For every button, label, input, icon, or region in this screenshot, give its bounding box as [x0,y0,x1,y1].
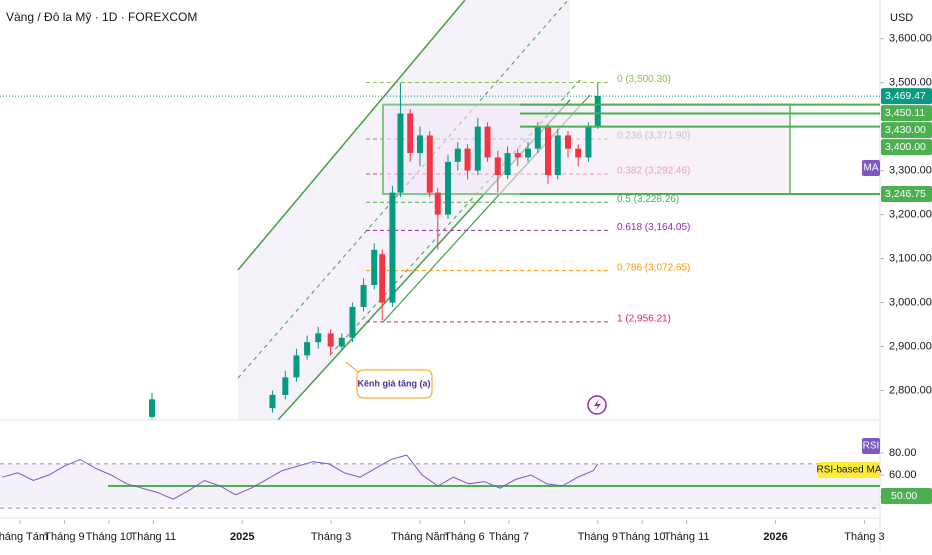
candle-body [545,126,551,176]
candle-body [554,135,561,176]
rsi-pane [0,454,880,509]
x-tick-label: Tháng 10 [619,531,665,543]
channel-mid-line [329,79,581,356]
candle-body [445,161,451,215]
candle-body [585,126,592,158]
x-tick-label: Tháng Năm [391,531,448,543]
rsi-ma-name: RSI-based MA [816,465,881,476]
fib-label: 0.618 (3,164.05) [617,222,690,233]
candle-body [397,113,404,193]
rsi-line [2,454,599,500]
candle-body [474,126,481,171]
price-tag-label: 3,400.00 [885,141,926,153]
rsi-tag [862,438,880,454]
candle-body [494,157,501,176]
y-tick-label: 3,300.00 [889,165,932,177]
x-tick-label: Tháng 11 [130,531,176,543]
price-tag [881,88,932,105]
candle-body [269,394,276,409]
x-tick-label: Tháng Tám [0,531,48,543]
candle-body [349,306,356,338]
price-tag [881,139,932,156]
candle-body [327,333,334,347]
x-tick-label: Tháng 10 [86,531,132,543]
event-icon-glyph [594,399,601,411]
price-tag [881,122,932,139]
x-tick-label: Tháng 6 [444,531,484,543]
price-tag [881,186,932,203]
price-tag-label: 3,469.47 [885,90,926,102]
candle-body [417,135,423,154]
candle-body [525,148,531,158]
rsi-name: RSI [863,441,880,452]
candle-body [293,355,300,378]
x-tick-label: Tháng 7 [489,531,529,543]
x-tick-label: 2026 [763,531,787,543]
rsi-y-tick-label: 60.00 [889,469,917,481]
annotation-pointer [345,361,359,373]
candle-body [360,284,367,307]
chart-title: Vàng / Đô la Mỹ · 1D · FOREXCOM [6,10,197,24]
price-tag-label: 3,450.11 [885,107,925,119]
candle-body [514,153,521,158]
candle-body [304,342,311,356]
candle-body [534,126,541,149]
y-tick-label: 3,000.00 [889,296,932,308]
candle-body [464,148,471,171]
candle-body [504,153,511,176]
y-tick-label: 2,800.00 [889,384,932,396]
price-tag-label: 3,430.00 [885,124,926,136]
candle-body [594,95,601,127]
y-tick-label: 3,100.00 [889,253,932,265]
rsi-level-tag [881,488,932,504]
candle-body [575,148,582,158]
price-tag-label: 3,246.75 [885,188,926,200]
indicator-label: MA [864,163,879,174]
y-tick-label: 3,500.00 [889,77,932,89]
candle-body [338,337,345,347]
x-tick-label: Tháng 11 [664,531,710,543]
annotation-box [356,369,433,399]
x-tick-label: 2025 [230,531,254,543]
axis-unit: USD [890,12,913,24]
candle-body [565,135,571,149]
fib-label: 0 (3,500.30) [617,74,671,85]
candle-body [282,377,289,395]
fib-label: 0.786 (3,072.65) [617,262,690,273]
channel-line [237,0,466,271]
x-tick-label: Tháng 3 [844,531,884,543]
candle-body [454,148,461,162]
candle-body [434,192,441,215]
y-tick-label: 3,200.00 [889,209,932,221]
y-tick-label: 2,900.00 [889,340,932,352]
y-tick-label: 3,600.00 [889,33,932,45]
candle-body [149,399,155,417]
channel [237,0,591,420]
fib-label: 1 (2,956.21) [617,313,671,324]
fib-label: 0.5 (3,228.26) [617,194,679,205]
x-tick-label: Tháng 9 [44,531,84,543]
rsi-y-tick-label: 80.00 [889,447,917,459]
candle-body [371,249,378,285]
candle-body [315,333,322,343]
candle-body [484,126,491,158]
price-tag [881,105,932,122]
annotation: Kênh giá tăng (a) [357,378,430,388]
x-tick-label: Tháng 3 [311,531,351,543]
candle-body [407,113,414,154]
candle-body [389,192,396,303]
rsi-level-label: 50.00 [891,490,917,502]
candle-body [426,135,433,193]
candle-body [379,254,386,303]
x-tick-label: Tháng 9 [578,531,618,543]
indicator-tag [862,160,880,176]
rsi-ma-tag [818,462,880,478]
